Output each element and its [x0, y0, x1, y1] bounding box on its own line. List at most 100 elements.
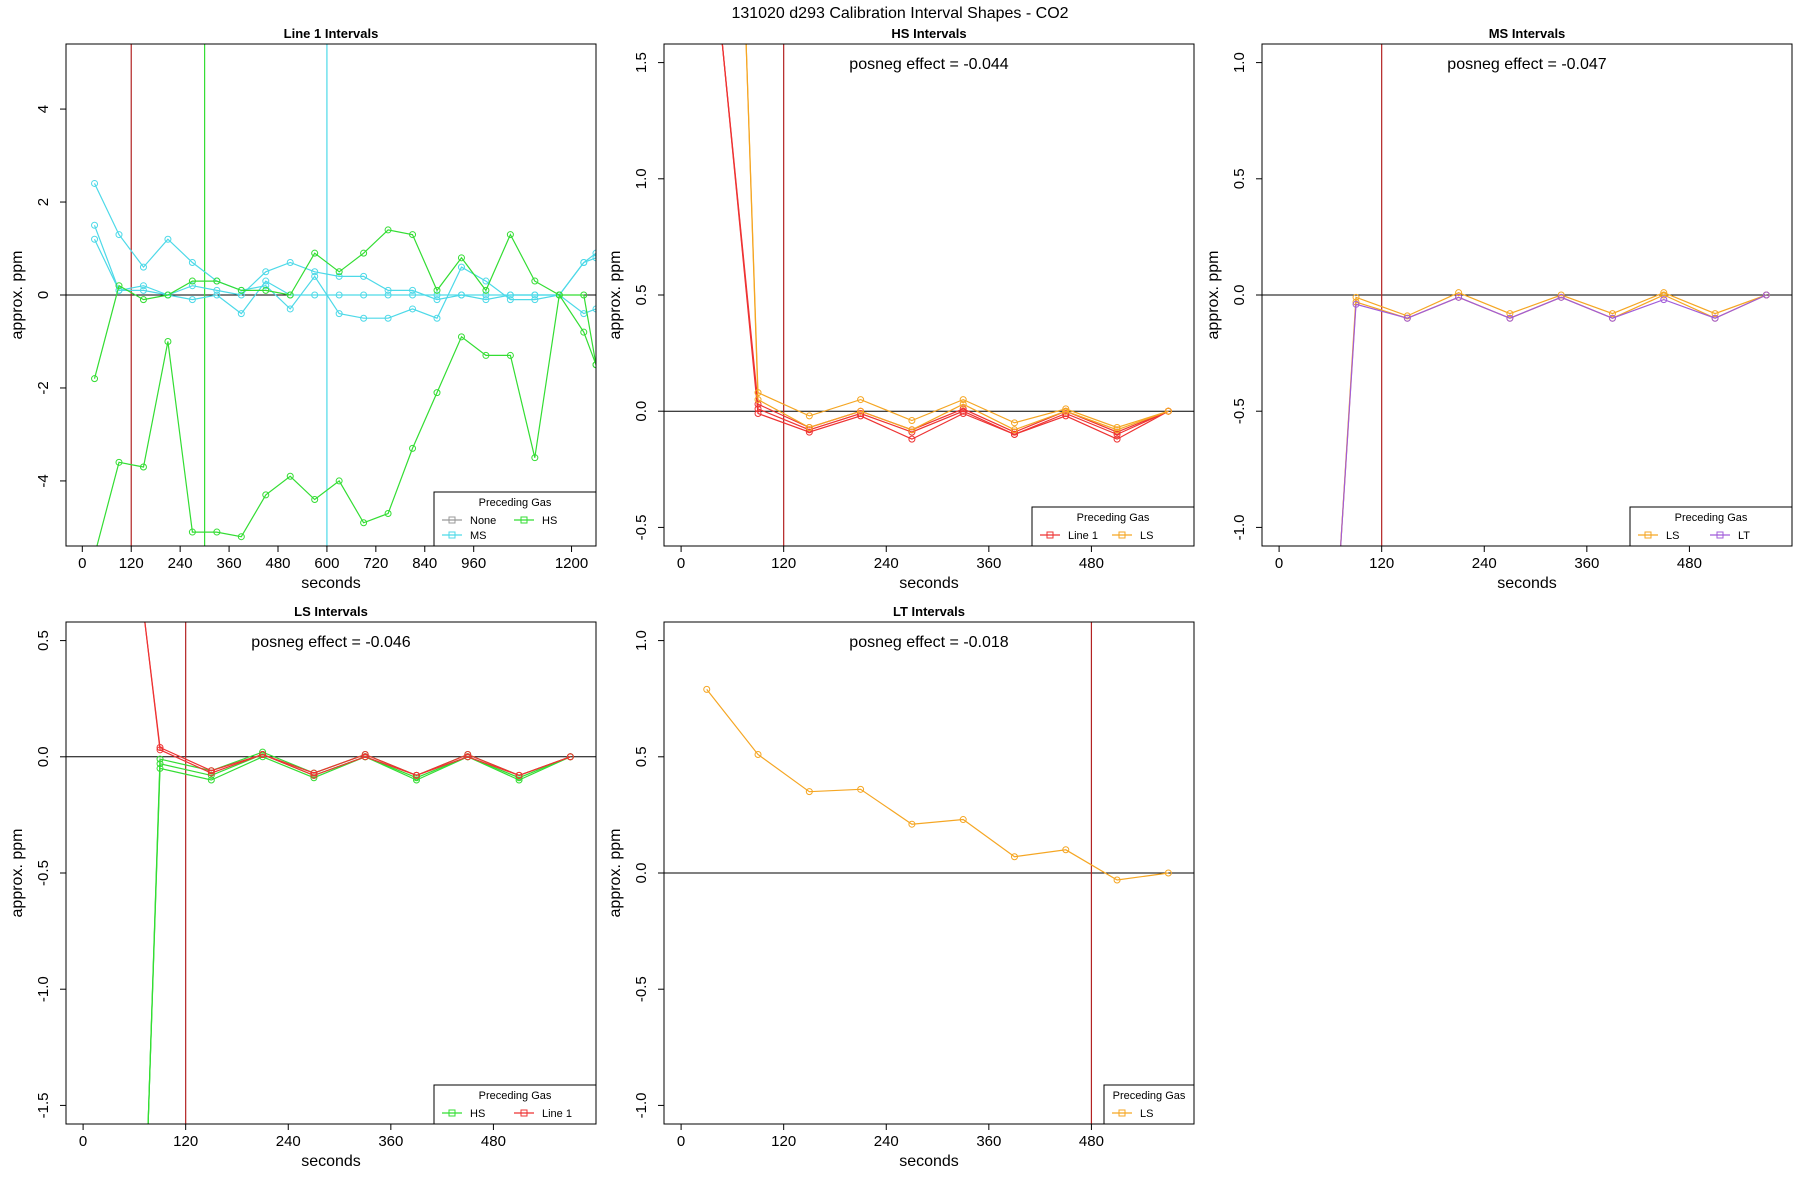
data-point	[188, 528, 196, 536]
y-tick-label: 0.0	[633, 401, 650, 422]
x-axis-label: seconds	[899, 1153, 959, 1170]
data-point	[259, 750, 267, 758]
data-point	[1010, 426, 1018, 434]
data-point	[1557, 293, 1565, 301]
data-point	[164, 235, 172, 243]
y-tick-label: -1.0	[633, 1092, 650, 1118]
data-point	[506, 351, 514, 359]
data-point	[1062, 405, 1070, 413]
x-tick-label: 360	[217, 555, 242, 572]
y-tick-label: 2	[35, 198, 52, 206]
data-point	[433, 296, 441, 304]
legend: Preceding Gas None HS MS	[433, 491, 597, 547]
chart-title: MS Intervals	[1489, 26, 1566, 41]
data-point	[335, 310, 343, 318]
y-tick-label: 0	[35, 291, 52, 299]
x-tick-label: 120	[771, 555, 796, 572]
data-point	[91, 221, 99, 229]
data-point	[213, 277, 221, 285]
data-point	[433, 389, 441, 397]
data-point	[457, 291, 465, 299]
data-point	[360, 249, 368, 257]
data-point	[580, 258, 588, 266]
data-point	[310, 774, 318, 782]
data-point	[1010, 430, 1018, 438]
data-point	[1352, 300, 1360, 308]
x-tick-label: 0	[79, 1133, 87, 1150]
series-line	[721, 44, 1169, 433]
data-point	[237, 533, 245, 541]
data-point	[262, 277, 270, 285]
data-point	[360, 519, 368, 527]
data-point	[207, 776, 215, 784]
x-tick-label: 480	[265, 555, 290, 572]
x-tick-label: 0	[1275, 555, 1283, 572]
data-point	[262, 286, 270, 294]
data-point	[506, 296, 514, 304]
data-point	[1062, 412, 1070, 420]
data-point	[592, 249, 596, 257]
series-line	[1340, 294, 1767, 546]
data-point	[1164, 869, 1172, 877]
data-point	[1506, 314, 1514, 322]
plot-area	[1262, 44, 1792, 546]
legend: Preceding Gas Line 1 LS	[1031, 506, 1195, 547]
data-point	[1608, 310, 1616, 318]
data-point	[335, 268, 343, 276]
x-axis-label: seconds	[301, 575, 361, 592]
x-tick-label: 960	[461, 555, 486, 572]
data-point	[91, 235, 99, 243]
legend-swatch-marker	[1118, 531, 1126, 539]
data-point	[310, 771, 318, 779]
data-point	[1352, 293, 1360, 301]
y-tick-label: 1.5	[633, 52, 650, 73]
data-point	[361, 750, 369, 758]
series-line	[1340, 292, 1767, 546]
data-point	[335, 291, 343, 299]
data-point	[262, 268, 270, 276]
legend-label: HS	[470, 1108, 485, 1120]
legend-title: Preceding Gas	[1675, 512, 1748, 524]
data-point	[207, 769, 215, 777]
x-tick-label: 120	[1369, 555, 1394, 572]
data-point	[384, 286, 392, 294]
data-point	[1113, 428, 1121, 436]
data-point	[1010, 428, 1018, 436]
data-point	[1010, 853, 1018, 861]
data-point	[1660, 291, 1668, 299]
y-axis-label: approx. ppm	[1205, 251, 1222, 340]
y-axis-label: approx. ppm	[9, 829, 26, 918]
data-point	[908, 820, 916, 828]
y-tick-label: 1.0	[1231, 52, 1248, 73]
series-line	[96, 293, 596, 546]
chart-panel: LT Intervals 0 120 240 360 480 -1.0 -0.5 0.0 0.5 1…	[607, 604, 1195, 1170]
chart-title: LS Intervals	[294, 604, 368, 619]
data-point	[1762, 291, 1770, 299]
data-point	[1113, 426, 1121, 434]
series-line	[745, 44, 1169, 429]
series-line	[745, 44, 1169, 431]
x-tick-label: 120	[119, 555, 144, 572]
data-point	[213, 528, 221, 536]
data-point	[237, 291, 245, 299]
data-point	[754, 396, 762, 404]
data-point	[805, 423, 813, 431]
data-point	[213, 286, 221, 294]
data-point	[1113, 430, 1121, 438]
legend-label: HS	[542, 515, 557, 527]
data-point	[360, 291, 368, 299]
data-point	[156, 755, 164, 763]
data-point	[409, 444, 417, 452]
data-point	[464, 750, 472, 758]
x-tick-label: 1200	[555, 555, 588, 572]
data-point	[335, 272, 343, 280]
data-point	[286, 472, 294, 480]
data-point	[754, 410, 762, 418]
plot-area	[66, 622, 596, 1124]
data-point	[1113, 423, 1121, 431]
data-point	[1660, 289, 1668, 297]
data-point	[237, 286, 245, 294]
data-point	[409, 286, 417, 294]
data-point	[213, 291, 221, 299]
